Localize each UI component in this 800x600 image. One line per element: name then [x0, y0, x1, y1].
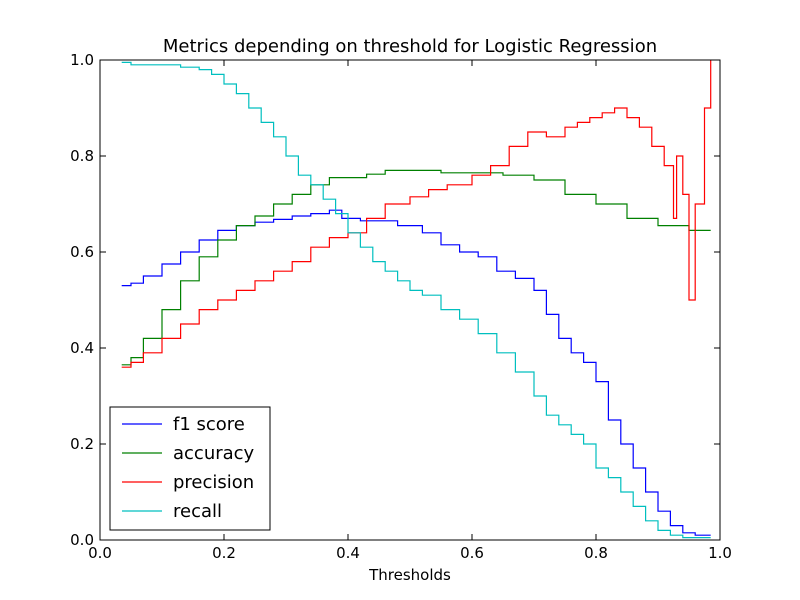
- y-tick-label: 0.8: [70, 147, 94, 165]
- legend-label-accuracy: accuracy: [173, 443, 255, 464]
- x-axis-label: Thresholds: [368, 566, 451, 584]
- x-tick-label: 0.2: [212, 544, 236, 562]
- series-line-f1-score: [121, 209, 711, 536]
- x-tick-label: 0.0: [88, 544, 112, 562]
- plot-lines: [121, 60, 712, 539]
- y-tick-label: 0.2: [70, 435, 94, 453]
- legend-box: [109, 406, 271, 531]
- legend: f1 score accuracy precision recall: [109, 406, 271, 531]
- plot-area-frame: [99, 59, 721, 541]
- x-tick-label: 0.4: [336, 544, 360, 562]
- series-line-accuracy: [121, 169, 711, 366]
- x-tick-label: 1.0: [708, 544, 732, 562]
- y-tick-label: 0.4: [70, 339, 94, 357]
- y-tick-label: 1.0: [70, 51, 94, 69]
- chart-title: Metrics depending on threshold for Logis…: [163, 36, 657, 57]
- x-tick-label: 0.6: [460, 544, 484, 562]
- legend-label-f1-score: f1 score: [173, 414, 245, 435]
- x-tick-label: 0.8: [584, 544, 608, 562]
- series-line-precision: [121, 60, 712, 368]
- y-tick-label: 0.0: [70, 531, 94, 549]
- y-tick-label: 0.6: [70, 243, 94, 261]
- legend-label-recall: recall: [173, 501, 222, 522]
- legend-label-precision: precision: [173, 472, 254, 493]
- series-line-recall: [121, 61, 711, 539]
- axis-ticks: 0.0 0.2 0.4 0.6 0.8 1.0 0.0 0.2 0.4 0.6 0.8 1.0: [70, 51, 732, 562]
